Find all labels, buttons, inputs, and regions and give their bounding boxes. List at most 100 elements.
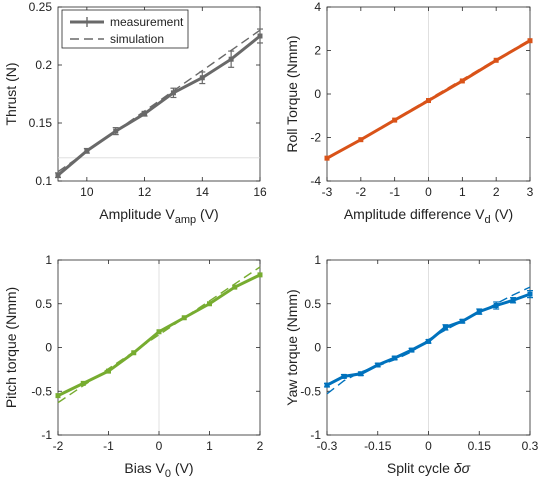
data-point: [341, 373, 347, 379]
legend-label-simulation: simulation: [110, 32, 164, 46]
data-point: [459, 78, 465, 84]
x-axis-label: Amplitude Vamp (V): [99, 206, 218, 226]
x-tick-label: 2: [257, 439, 264, 453]
x-axis-label-text: Amplitude difference V: [344, 206, 485, 222]
x-axis-label-subscript: amp: [175, 214, 196, 226]
y-tick-label: 0: [45, 341, 52, 355]
data-point: [426, 98, 431, 104]
x-tick-label: 10: [80, 185, 94, 199]
data-point: [493, 303, 499, 308]
x-tick-label: 16: [253, 185, 267, 199]
data-point: [170, 90, 176, 96]
data-point: [199, 75, 205, 81]
y-tick-label: 0: [314, 341, 321, 355]
x-axis-label: Amplitude difference Vd (V): [344, 206, 513, 226]
y-tick-label: -4: [310, 174, 321, 188]
data-point: [106, 368, 111, 374]
x-tick-label: 14: [196, 185, 210, 199]
y-axis-label: Roll Torque (Nmm): [284, 35, 300, 152]
data-point: [442, 324, 448, 330]
data-point: [476, 309, 482, 315]
data-point: [156, 329, 162, 335]
data-point: [55, 172, 61, 178]
x-tick-label: 1: [206, 439, 213, 453]
x-axis-label-text: Split cycle: [387, 460, 454, 476]
x-axis-label-subscript: 0: [165, 468, 171, 480]
y-tick-label: -2: [310, 131, 321, 145]
x-tick-label: 0.15: [468, 439, 492, 453]
x-axis-label-subscript: d: [484, 214, 490, 226]
x-tick-label: -3: [322, 185, 333, 199]
data-point: [257, 33, 263, 39]
data-point: [375, 362, 381, 368]
data-point: [358, 137, 364, 143]
y-tick-label: 0.1: [35, 174, 52, 188]
measurement-line: [57, 34, 261, 177]
data-point: [207, 301, 212, 307]
data-point: [527, 38, 533, 44]
x-axis-label-unit: (V): [491, 206, 514, 222]
x-tick-label: 1: [459, 185, 466, 199]
x-tick-label: 0: [156, 439, 163, 453]
x-axis-label-text: Amplitude V: [99, 206, 175, 222]
x-tick-label: 12: [138, 185, 152, 199]
simulation-line: [57, 266, 261, 404]
data-point: [324, 382, 330, 388]
x-tick-label: -2: [53, 439, 64, 453]
y-tick-label: 4: [314, 0, 321, 14]
y-tick-label: -0.5: [31, 384, 52, 398]
y-axis-label: Pitch torque (Nmm): [3, 287, 19, 408]
chart-panel-1: 10 12 14 16 0.1 0.15 0.2 0.25 Amplitude Vamp (V)…: [3, 0, 267, 226]
data-point: [257, 272, 263, 278]
legend-box: [61, 9, 189, 49]
x-tick-label: 2: [493, 185, 500, 199]
y-tick-label: 1: [45, 253, 52, 267]
y-tick-label: -1: [310, 428, 321, 442]
data-point: [392, 355, 398, 361]
data-point: [510, 297, 516, 303]
x-tick-label: 0.3: [522, 439, 538, 453]
y-tick-label: 0: [314, 87, 321, 101]
legend-label-measurement: measurement: [110, 15, 184, 29]
data-point: [55, 393, 61, 399]
simulation-line: [326, 39, 531, 160]
plot-area: [57, 6, 261, 182]
y-tick-label: 0.15: [29, 116, 53, 130]
data-point: [324, 155, 330, 161]
data-point: [527, 291, 533, 297]
y-tick-label: 0.5: [35, 297, 52, 311]
data-point: [232, 284, 238, 290]
x-tick-label: -2: [355, 185, 366, 199]
x-tick-label: 0: [425, 439, 432, 453]
y-axis-label: Yaw torque (Nmm): [284, 289, 300, 405]
x-axis-label-text: Bias V: [124, 460, 165, 476]
data-point: [80, 380, 86, 386]
y-tick-label: 0.25: [29, 0, 53, 14]
y-tick-label: -1: [41, 428, 52, 442]
x-tick-label: -1: [103, 439, 114, 453]
chart-panel-2: -3 -2 -1 0 1 2 3 -4 -2 0 2 4 Amplitude difference Vd…: [284, 0, 534, 226]
x-tick-label: 0: [425, 185, 432, 199]
x-tick-label: -0.3: [317, 439, 338, 453]
y-tick-label: -0.5: [300, 384, 321, 398]
data-point: [358, 371, 364, 377]
data-point: [409, 347, 415, 353]
x-axis-label-unit: (V): [171, 460, 194, 476]
simulation-line: [326, 286, 531, 395]
x-tick-label: 3: [527, 185, 534, 199]
data-point: [228, 56, 234, 62]
y-tick-label: 1: [314, 253, 321, 267]
data-point: [131, 350, 137, 356]
y-tick-label: 0.2: [35, 58, 52, 72]
x-axis-label: Split cycle δσ: [387, 460, 471, 476]
data-point: [426, 338, 431, 344]
y-axis-label: Thrust (N): [3, 63, 19, 126]
x-axis-label-symbol: δσ: [454, 460, 471, 476]
chart-panel-4: -0.3 -0.15 0 0.15 0.3 -1 -0.5 0 0.5 1 Split cycle …: [284, 253, 538, 476]
x-axis-label: Bias V0 (V): [124, 460, 193, 480]
data-point: [493, 57, 499, 63]
data-point: [142, 111, 148, 117]
y-tick-label: 0.5: [304, 297, 321, 311]
